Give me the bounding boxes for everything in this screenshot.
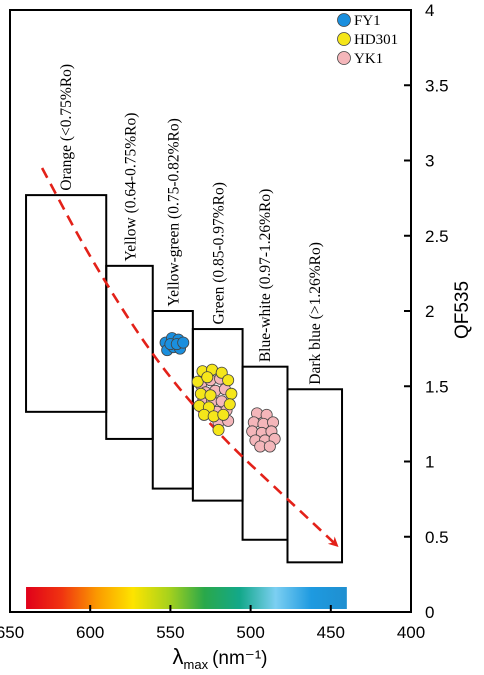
- zone-box: [286, 388, 344, 564]
- legend-marker-fy1: [337, 13, 351, 27]
- zone-label: Yellow-green (0.75-0.82%Ro): [166, 118, 183, 306]
- y-tick-label: 0: [425, 603, 434, 622]
- x-axis-title-unit: (nm⁻¹): [212, 648, 267, 669]
- y-axis-title: QF535: [452, 281, 473, 339]
- x-tick-label: 650: [0, 623, 24, 642]
- data-point-hd301: [225, 387, 238, 400]
- data-points: [159, 332, 281, 453]
- color-bar: [26, 587, 347, 609]
- x-tick-label: 600: [76, 623, 104, 642]
- data-point-hd301: [201, 371, 214, 384]
- y-tick-label: 4: [425, 1, 434, 20]
- x-tick-label: 450: [317, 623, 345, 642]
- data-point-hd301: [204, 389, 217, 402]
- zone-box: [241, 365, 289, 541]
- data-point-hd301: [223, 398, 236, 411]
- x-tick-label: 400: [397, 623, 425, 642]
- zone-box: [25, 194, 108, 413]
- x-tick-label: 550: [156, 623, 184, 642]
- zone-label: Yellow (0.64-0.75%Ro): [122, 113, 139, 262]
- y-tick-label: 3.5: [425, 76, 449, 95]
- x-axis-title-sub: max: [184, 657, 209, 672]
- zone-label: Orange (<0.75%Ro): [58, 64, 75, 191]
- zone-boxes: Orange (<0.75%Ro) Yellow (0.64-0.75%Ro) Ye…: [25, 64, 344, 564]
- data-point-yk1: [263, 440, 276, 453]
- data-point-hd301: [212, 423, 225, 436]
- legend: FY1 HD301 YK1: [337, 13, 398, 67]
- data-point-hd301: [217, 408, 230, 421]
- zone-label: Blue-white (0.97-1.26%Ro): [257, 189, 274, 362]
- legend-marker-hd301: [337, 32, 351, 46]
- data-point-hd301: [222, 374, 235, 387]
- data-point-fy1: [177, 336, 190, 349]
- y-tick-label: 1: [425, 453, 434, 472]
- x-axis-title: λmax (nm⁻¹): [173, 644, 268, 672]
- zone-label: Green (0.85-0.97%Ro): [211, 182, 228, 324]
- y-tick-label: 3: [425, 152, 434, 171]
- y-tick-label: 2: [425, 302, 434, 321]
- x-tick-label: 500: [236, 623, 264, 642]
- x-axis-title-main: λ: [173, 644, 184, 669]
- data-point-hd301: [191, 375, 204, 388]
- legend-marker-yk1: [337, 51, 351, 65]
- zone-box: [105, 264, 154, 440]
- trend-arrow-line: [40, 167, 339, 548]
- color-bar-rect: [26, 587, 347, 609]
- y-tick-label: 2.5: [425, 227, 449, 246]
- zone-label: Dark blue (>1.26%Ro): [307, 242, 324, 385]
- trend-arrow: [40, 167, 339, 548]
- legend-label-fy1: FY1: [354, 13, 381, 29]
- y-tick-label: 0.5: [425, 528, 449, 547]
- legend-label-hd301: HD301: [354, 32, 398, 48]
- legend-label-yk1: YK1: [354, 51, 383, 67]
- y-tick-label: 1.5: [425, 377, 449, 396]
